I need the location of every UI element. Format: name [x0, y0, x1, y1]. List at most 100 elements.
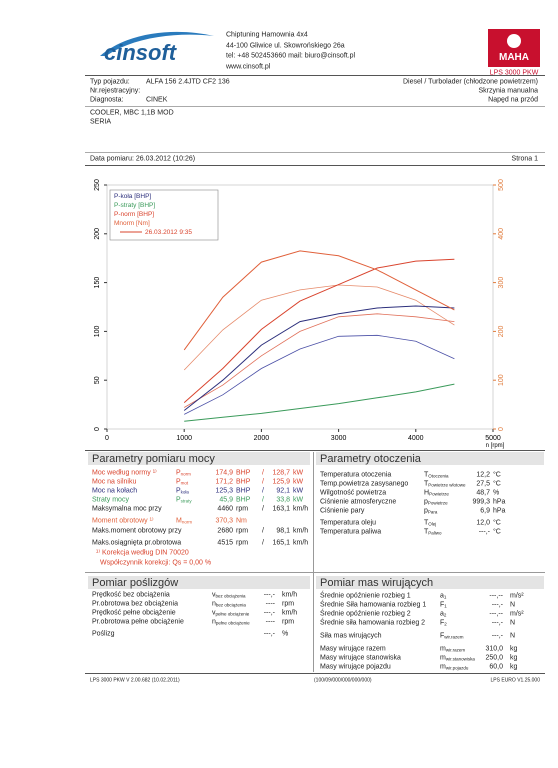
brand-logo: MAHA: [488, 29, 540, 67]
company-line: 44-100 Gliwice ul. Skowrońskiego 26a: [226, 42, 345, 49]
row-symbol: mwir.pojazdu: [440, 663, 468, 671]
symbol-sub: pełne obciążenie: [215, 620, 250, 626]
symbol: n: [212, 600, 216, 608]
symbol: T: [424, 519, 429, 527]
series-line: [184, 334, 455, 415]
row-symbol: Pmot: [176, 478, 188, 486]
rule: [85, 572, 545, 573]
series-line: [183, 250, 455, 351]
row-unit: BHP: [236, 478, 251, 486]
logo: cinsoft: [100, 31, 214, 65]
row-unit: kg: [510, 645, 518, 653]
page-number: Strona 1: [511, 155, 538, 163]
row-value: 171,2: [215, 478, 233, 486]
row-label: Prędkość pełne obciążenie: [92, 609, 176, 617]
y-tick-label: 100: [94, 325, 101, 337]
row-label: Maksymalna moc przy: [92, 505, 162, 513]
row-label: Poślizg: [92, 630, 115, 638]
x-tick-label: 5000: [485, 435, 501, 442]
symbol: n: [212, 618, 216, 626]
row-symbol: vbez obciążenia: [212, 591, 246, 599]
row-symbol: Mnorm: [176, 517, 192, 525]
row-label: Moc na silniku: [92, 478, 137, 486]
symbol-sub: wir.pojazdu: [445, 665, 469, 671]
row-unit2: kW: [293, 478, 304, 486]
row-symbol: Pnorm: [176, 469, 191, 477]
row-unit: BHP: [236, 496, 251, 504]
symbol: a: [440, 610, 444, 618]
row-symbol: TPowietrze wlotowe: [424, 480, 466, 488]
row-unit: rpm: [236, 527, 249, 535]
row-value: 60,0: [489, 663, 503, 671]
symbol-sub: Para: [427, 509, 438, 515]
row-value2: 165,1: [272, 539, 290, 547]
row-value: 250,0: [485, 654, 503, 662]
field-value: CINEK: [146, 96, 168, 104]
row-unit: rpm: [236, 505, 249, 513]
row-label: Wilgotność powietrza: [320, 489, 387, 497]
row-unit2: km/h: [293, 539, 309, 547]
field-label: Diagnosta:: [90, 96, 124, 104]
row-value2: 125,9: [272, 478, 290, 486]
row-unit: hPa: [493, 507, 506, 515]
symbol-sub: 2: [444, 621, 447, 627]
row-symbol: TPaliwo: [424, 528, 442, 536]
symbol: p: [424, 498, 428, 506]
row-value: 999,3: [472, 498, 490, 506]
symbol-sub: Olej: [428, 521, 437, 527]
symbol-sub: bez obciążenia: [215, 602, 246, 608]
rule: [85, 450, 545, 451]
row-symbol: pPowietrze: [424, 498, 448, 506]
legend-entry: P-norm [BHP]: [114, 211, 154, 218]
row-label: Średnie opóźnienie rozbieg 2: [320, 610, 411, 618]
row-unit2: kW: [293, 469, 304, 477]
field-label: Nr.rejestracyjny:: [90, 87, 141, 95]
date: Data pomiaru: 26.03.2012 (10:26): [90, 155, 196, 163]
row-value: ---,-: [491, 632, 503, 640]
y2-tick-label: 100: [498, 374, 505, 386]
row-value: 12,2: [476, 471, 490, 479]
row-label: Średnie opóźnienie rozbieg 1: [320, 592, 411, 600]
row-sep: /: [262, 469, 264, 477]
symbol: p: [424, 507, 428, 515]
section-band: [88, 576, 310, 589]
row-label: Masy wirujące razem: [320, 645, 386, 653]
row-label: Pr.obrotowa pełne obciążenie: [92, 618, 184, 626]
row-unit: km/h: [282, 591, 298, 599]
section-title: Parametry otoczenia: [320, 453, 421, 465]
symbol: T: [424, 480, 429, 488]
section-band: [316, 452, 544, 465]
row-label: Maks.moment obrotowy przy: [92, 527, 182, 535]
row-unit: °C: [493, 519, 501, 527]
legend-entry: P-koła [BHP]: [114, 193, 151, 200]
symbol: T: [424, 471, 429, 479]
row-unit: BHP: [236, 469, 251, 477]
section-title: Pomiar poślizgów: [92, 577, 179, 589]
row-symbol: a1: [440, 592, 446, 600]
symbol-sub: Powietrze: [427, 500, 448, 506]
symbol: M: [176, 517, 182, 525]
spec: Skrzynia manualna: [478, 87, 538, 95]
row-symbol: pPara: [424, 507, 437, 515]
symbol-sub: 1: [444, 603, 447, 609]
row-value: 27,5: [476, 480, 490, 488]
row-value: 12,0: [476, 519, 490, 527]
company-line: tel: +48 502453660 mail: biuro@cinsoft.p…: [226, 52, 356, 60]
x-tick-label: 1000: [176, 435, 192, 442]
spec: Napęd na przód: [488, 96, 538, 104]
row-label: Pr.obrotowa bez obciążenia: [92, 600, 178, 608]
row-value2: 33,8: [276, 496, 290, 504]
row-value: 4460: [217, 505, 233, 513]
row-label: Prędkość bez obciążenia: [92, 591, 170, 599]
symbol: P: [176, 469, 181, 477]
logo-swoosh: [100, 31, 214, 56]
row-value: 174,9: [215, 469, 233, 477]
row-symbol: Pkoła: [176, 487, 189, 495]
symbol: F: [440, 632, 445, 640]
symbol-sub: wir.razem: [445, 647, 466, 653]
row-label: Moc na kołach: [92, 487, 138, 495]
row-unit2: kW: [293, 487, 304, 495]
brand-emblem: [507, 34, 521, 48]
plot-frame: [106, 184, 494, 430]
